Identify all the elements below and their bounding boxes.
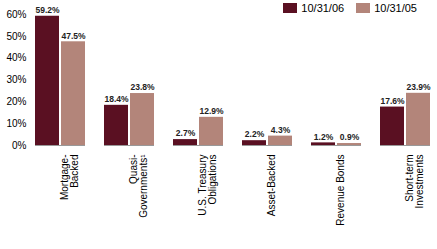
html-text:10/31/06: 10/31/06 bbox=[301, 2, 345, 14]
svg-text:U.S. TreasuryObligations: U.S. TreasuryObligations bbox=[197, 155, 218, 216]
svg-text:Asset-Backed: Asset-Backed bbox=[266, 155, 277, 217]
svg-text:23.9%: 23.9% bbox=[406, 82, 431, 92]
svg-text:2.7%: 2.7% bbox=[176, 128, 196, 138]
svg-text:Mortgage-Backed: Mortgage-Backed bbox=[59, 155, 80, 201]
svg-text:18.4%: 18.4% bbox=[104, 94, 129, 104]
svg-text:23.8%: 23.8% bbox=[130, 82, 155, 92]
svg-text:17.6%: 17.6% bbox=[380, 96, 405, 106]
svg-text:20%: 20% bbox=[6, 96, 26, 107]
svg-text:0%: 0% bbox=[12, 140, 27, 151]
svg-text:47.5%: 47.5% bbox=[61, 31, 86, 41]
svg-text:Quasi-Governments¹: Quasi-Governments¹ bbox=[128, 154, 149, 218]
svg-text:60%: 60% bbox=[6, 9, 26, 20]
svg-text:59.2%: 59.2% bbox=[35, 5, 60, 15]
html-text:10/31/05: 10/31/05 bbox=[374, 2, 417, 14]
svg-text:50%: 50% bbox=[6, 31, 26, 42]
svg-text:0.9%: 0.9% bbox=[340, 132, 360, 142]
svg-text:1.2%: 1.2% bbox=[314, 132, 334, 142]
svg-text:Revenue Bonds: Revenue Bonds bbox=[335, 155, 346, 226]
svg-text:10%: 10% bbox=[6, 118, 26, 129]
svg-text:4.3%: 4.3% bbox=[271, 125, 291, 135]
svg-text:30%: 30% bbox=[6, 74, 26, 85]
svg-text:12.9%: 12.9% bbox=[199, 106, 224, 116]
svg-text:40%: 40% bbox=[6, 52, 26, 63]
svg-text:Short-termInvestments: Short-termInvestments bbox=[404, 155, 425, 209]
svg-text:2.2%: 2.2% bbox=[245, 129, 265, 139]
